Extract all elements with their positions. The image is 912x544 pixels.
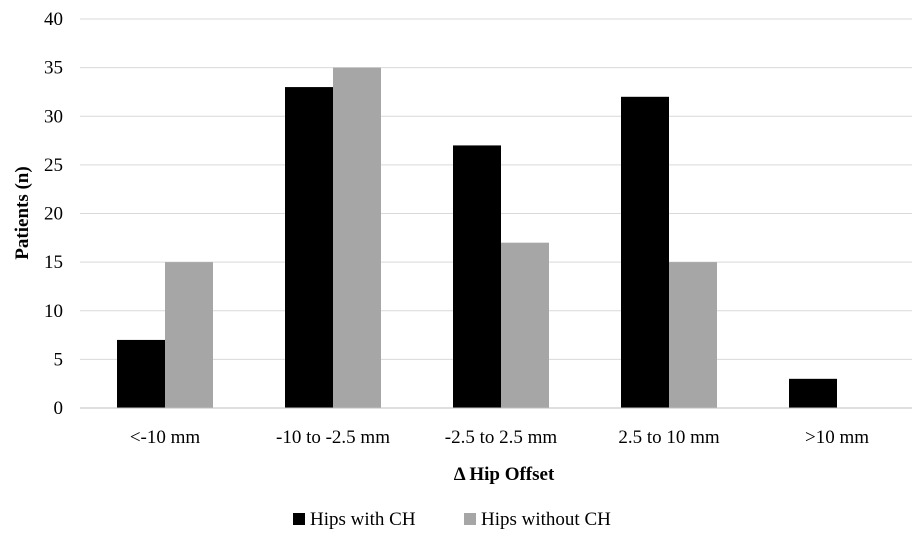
bar-hips-with-ch <box>621 96 669 409</box>
y-tick-label: 15 <box>44 252 63 273</box>
x-axis-tick-labels: <-10 mm -10 to -2.5 mm -2.5 to 2.5 mm 2.5 t… <box>130 427 869 448</box>
x-tick-label: 2.5 to 10 mm <box>618 427 720 448</box>
bar-hips-with-ch <box>789 378 837 408</box>
bar-hips-without-ch <box>669 262 717 408</box>
legend-label-hips-without-ch: Hips without CH <box>481 509 611 530</box>
x-tick-label: <-10 mm <box>130 427 201 448</box>
y-tick-label: 30 <box>44 106 63 127</box>
x-tick-label: -10 to -2.5 mm <box>276 427 390 448</box>
bar-hips-with-ch <box>285 87 333 408</box>
bar-hips-without-ch <box>165 262 213 408</box>
legend-label-hips-with-ch: Hips with CH <box>310 509 416 530</box>
legend: Hips with CH Hips without CH <box>293 509 611 530</box>
x-axis-title: Δ Hip Offset <box>454 464 555 485</box>
bar-hips-with-ch <box>117 339 165 408</box>
bars <box>117 67 837 409</box>
legend-swatch-hips-with-ch <box>293 513 305 525</box>
y-tick-label: 5 <box>54 349 64 370</box>
y-tick-label: 35 <box>44 58 63 79</box>
bar-hips-without-ch <box>333 67 381 408</box>
y-tick-label: 25 <box>44 155 63 176</box>
y-axis-tick-labels: 0 5 10 15 20 25 30 35 40 <box>44 9 63 419</box>
y-axis-title: Patients (n) <box>12 166 33 259</box>
y-tick-label: 0 <box>54 398 64 419</box>
legend-swatch-hips-without-ch <box>464 513 476 525</box>
bar-hips-with-ch <box>453 145 501 409</box>
y-tick-label: 40 <box>44 9 63 30</box>
x-tick-label: >10 mm <box>805 427 869 448</box>
bar-hips-without-ch <box>501 242 549 408</box>
y-tick-label: 20 <box>44 204 63 225</box>
y-tick-label: 10 <box>44 301 63 322</box>
x-tick-label: -2.5 to 2.5 mm <box>445 427 558 448</box>
